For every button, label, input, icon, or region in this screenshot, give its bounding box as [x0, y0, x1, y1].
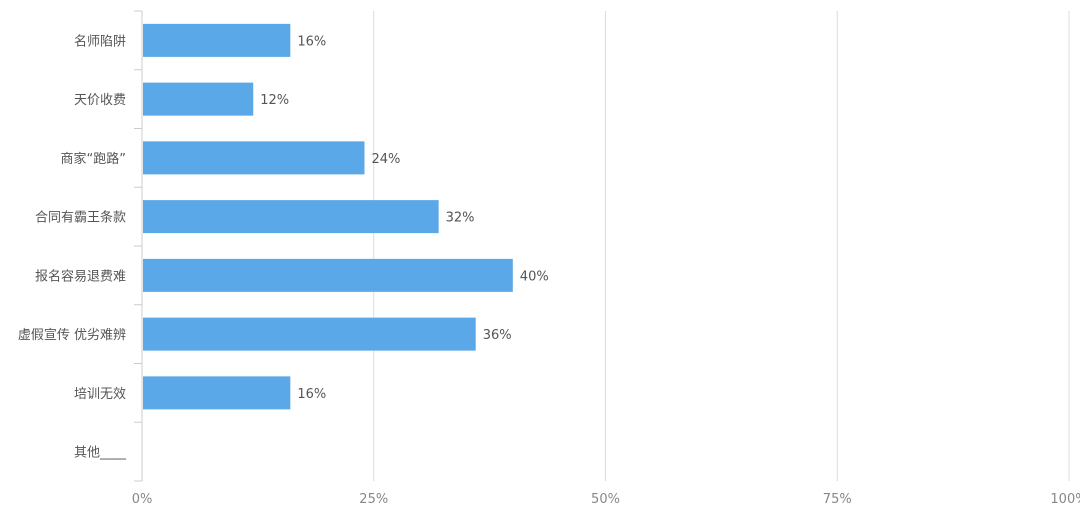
x-tick-label: 25% — [359, 492, 388, 507]
data-label: 16% — [297, 387, 326, 402]
category-label: 商家“跑路” — [61, 151, 126, 167]
data-label: 16% — [297, 34, 326, 49]
category-label: 培训无效 — [74, 386, 126, 402]
data-label: 24% — [371, 152, 400, 167]
bar — [143, 23, 291, 57]
x-tick-label: 100% — [1050, 492, 1080, 507]
x-tick-label: 50% — [591, 492, 620, 507]
data-label: 32% — [446, 211, 475, 226]
data-label: 36% — [483, 328, 512, 343]
category-label: 名师陷阱 — [74, 33, 126, 49]
data-label: 12% — [260, 93, 289, 108]
x-tick-label: 0% — [132, 492, 153, 507]
category-label: 其他____ — [74, 446, 127, 461]
bar — [143, 317, 476, 351]
bar — [143, 82, 254, 116]
x-tick-label: 75% — [823, 492, 852, 507]
category-label: 报名容易退费难 — [35, 268, 126, 284]
data-label: 40% — [520, 269, 549, 284]
category-label: 合同有霸王条款 — [35, 210, 126, 226]
category-label: 虚假宣传 优劣难辨 — [18, 327, 126, 343]
bar — [143, 376, 291, 410]
bar — [143, 258, 513, 292]
bar — [143, 141, 365, 175]
bar — [143, 200, 439, 234]
category-label: 天价收费 — [74, 93, 126, 108]
